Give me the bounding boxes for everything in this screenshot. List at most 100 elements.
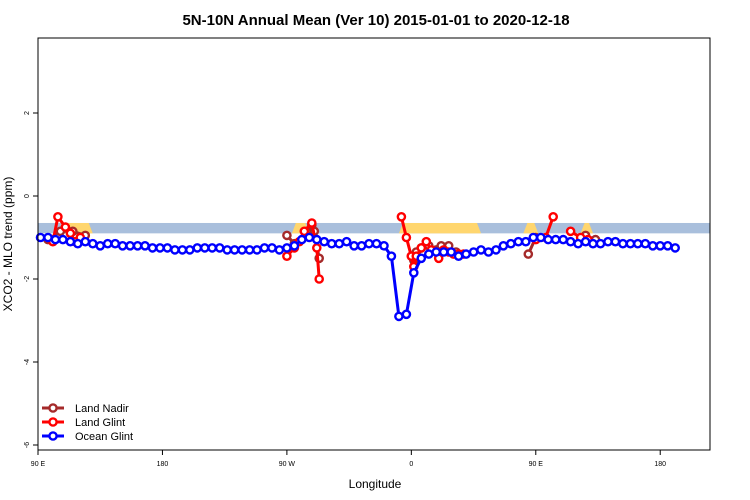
ocean-glint-point <box>386 251 397 262</box>
ocean-glint-point <box>326 238 337 249</box>
ocean-glint-point <box>453 251 464 262</box>
ocean-glint-point <box>438 247 449 257</box>
ocean-glint-point <box>147 243 158 253</box>
ocean-glint-point <box>184 245 195 255</box>
y-tick-label: -4 <box>24 359 31 365</box>
ocean-glint-point <box>558 234 569 245</box>
ocean-glint-point <box>670 243 681 253</box>
ocean-glint-point <box>625 238 636 249</box>
ocean-glint-point <box>229 245 240 255</box>
land-ocean-band <box>38 222 710 234</box>
ocean-glint-point <box>162 243 173 253</box>
ocean-glint-point <box>252 245 262 255</box>
y-axis: -6 -4 -2 0 2 <box>24 111 38 448</box>
ocean-glint-point <box>244 245 255 255</box>
land-glint-point <box>548 211 559 222</box>
ocean-glint-point <box>573 238 583 249</box>
ocean-band <box>38 222 710 234</box>
land-glint-point <box>314 274 325 284</box>
y-tick-label: -6 <box>24 442 31 448</box>
ocean-glint-point <box>648 240 658 251</box>
land-glint-point <box>60 222 71 232</box>
land-glint-point <box>311 243 322 253</box>
ocean-glint-point <box>282 243 292 253</box>
ocean-glint-point <box>491 245 501 255</box>
series-layer <box>35 211 681 322</box>
ocean-glint-point <box>610 236 621 247</box>
ocean-glint-point <box>521 236 531 247</box>
y-axis-label: XCO2 - MLO trend (ppm) <box>1 177 15 312</box>
ocean-glint-point <box>289 240 300 251</box>
ocean-glint-point <box>237 245 247 255</box>
ocean-glint-point <box>379 240 389 251</box>
ocean-glint-point <box>408 267 419 278</box>
ocean-glint-point <box>550 234 561 245</box>
ocean-glint-point <box>132 240 143 251</box>
ocean-glint-point <box>73 238 83 249</box>
x-axis: 90 E 180 90 W 0 90 E 180 <box>31 450 666 468</box>
ocean-glint-point <box>88 238 98 249</box>
ocean-glint-point <box>274 245 285 255</box>
ocean-glint-point <box>468 247 479 257</box>
land-nadir-point <box>282 230 292 241</box>
ocean-glint-point <box>110 238 120 249</box>
ocean-glint-point <box>655 240 666 251</box>
ocean-glint-point <box>117 240 128 251</box>
ocean-glint-point <box>498 240 509 251</box>
x-tick-label: 0 <box>409 461 413 468</box>
ocean-glint-point <box>603 236 613 247</box>
ocean-glint-point <box>50 234 61 245</box>
ocean-glint-point <box>259 243 270 253</box>
ocean-glint-point <box>588 238 598 249</box>
legend-marker-ocean-glint <box>48 431 58 441</box>
x-tick-label: 90 E <box>31 461 46 468</box>
ocean-glint-point <box>618 238 628 249</box>
ocean-glint-point <box>528 232 539 243</box>
ocean-glint-point <box>513 236 524 247</box>
ocean-glint-point <box>416 253 427 264</box>
ocean-glint-point <box>125 240 135 251</box>
legend-item-ocean-glint: Ocean Glint <box>42 431 133 443</box>
ocean-glint-point <box>319 236 330 247</box>
ocean-glint-point <box>140 240 150 251</box>
land-glint-point <box>401 232 412 243</box>
ocean-glint-point <box>177 245 188 255</box>
legend-label-land-nadir: Land Nadir <box>75 403 129 415</box>
land-glint-point <box>421 236 432 247</box>
ocean-glint-point <box>543 234 554 245</box>
ocean-glint-point <box>633 238 643 249</box>
x-tick-label: 90 W <box>279 461 296 468</box>
ocean-glint-point <box>536 232 546 243</box>
ocean-glint-point <box>461 249 471 259</box>
ocean-glint-point <box>192 243 203 253</box>
land-glint-point <box>565 226 576 237</box>
plot-frame <box>37 37 711 451</box>
x-tick-label: 90 E <box>529 461 544 468</box>
land-glint-point <box>65 228 76 239</box>
ocean-glint-point <box>43 232 53 243</box>
ocean-glint-point <box>95 240 105 251</box>
y-tick-label: 0 <box>24 194 31 198</box>
ocean-glint-point <box>364 238 374 249</box>
chart-title: 5N-10N Annual Mean (Ver 10) 2015-01-01 t… <box>182 12 569 29</box>
ocean-glint-point <box>199 243 210 253</box>
ocean-glint-point <box>640 238 651 249</box>
ocean-glint-point <box>662 240 673 251</box>
ocean-glint-point <box>580 236 591 247</box>
ocean-glint-point <box>371 238 382 249</box>
ocean-glint-point <box>349 240 359 251</box>
x-axis-label: Longitude <box>349 477 402 491</box>
land-band-segment <box>398 222 482 234</box>
x-tick-label: 180 <box>654 461 666 468</box>
legend-marker-land-glint <box>48 417 58 427</box>
legend-item-land-glint: Land Glint <box>42 417 125 429</box>
ocean-glint-point <box>207 243 217 253</box>
ocean-glint-point <box>446 247 457 257</box>
ocean-glint-point <box>431 247 442 257</box>
x-tick-label: 180 <box>157 461 169 468</box>
ocean-glint-point <box>595 238 606 249</box>
ocean-glint-point <box>341 236 352 247</box>
series-ocean-glint <box>35 232 681 322</box>
ocean-glint-point <box>476 245 486 255</box>
ocean-glint-point <box>334 238 345 249</box>
